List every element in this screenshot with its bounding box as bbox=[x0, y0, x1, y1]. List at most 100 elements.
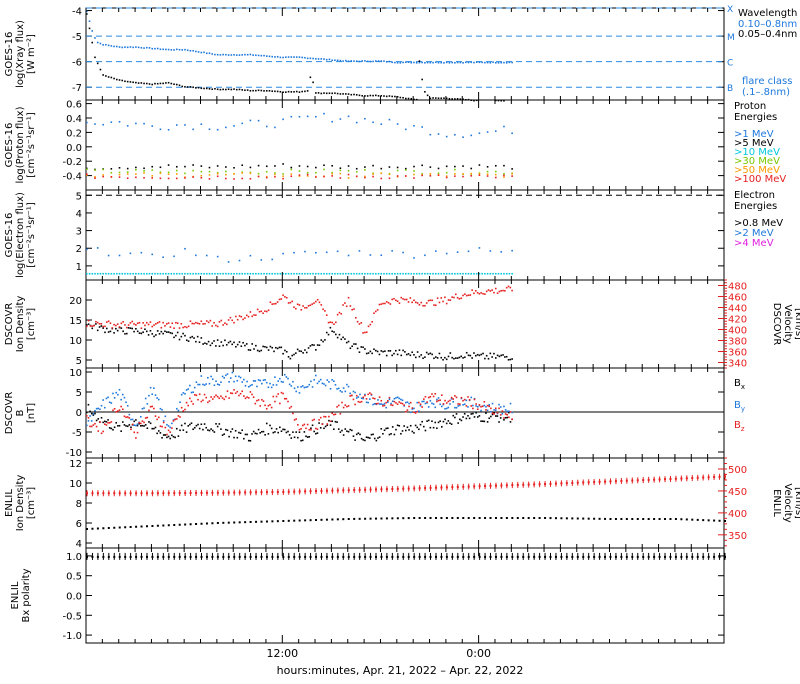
data-point bbox=[440, 297, 443, 299]
data-point bbox=[486, 175, 489, 177]
data-point bbox=[213, 431, 216, 433]
data-point bbox=[360, 346, 363, 348]
data-point bbox=[180, 335, 183, 338]
data-point bbox=[173, 336, 175, 339]
legend-entry-electron: Energies bbox=[734, 201, 777, 212]
data-point bbox=[292, 412, 294, 415]
data-point bbox=[191, 335, 194, 338]
data-point bbox=[360, 437, 363, 440]
data-point bbox=[159, 177, 162, 180]
data-point bbox=[295, 56, 298, 58]
data-point bbox=[440, 394, 443, 396]
data-point bbox=[96, 272, 99, 275]
data-point bbox=[257, 399, 260, 401]
data-point bbox=[144, 424, 147, 426]
data-point bbox=[120, 322, 123, 325]
data-point bbox=[664, 518, 667, 520]
data-point bbox=[260, 310, 263, 313]
data-point bbox=[365, 352, 368, 355]
data-point bbox=[388, 173, 391, 176]
data-point bbox=[470, 413, 473, 415]
data-point bbox=[236, 343, 239, 346]
data-point bbox=[109, 330, 112, 333]
data-point bbox=[160, 330, 163, 333]
data-point bbox=[470, 396, 473, 399]
data-point bbox=[315, 115, 317, 118]
data-point bbox=[331, 172, 333, 175]
data-point bbox=[387, 427, 389, 430]
data-point bbox=[432, 426, 435, 429]
data-point bbox=[315, 171, 317, 174]
data-point bbox=[346, 383, 348, 386]
data-point bbox=[437, 174, 440, 176]
y-tick-label-enlil_density: 8 bbox=[76, 499, 82, 510]
data-point bbox=[184, 392, 186, 395]
data-point bbox=[319, 416, 322, 419]
data-point bbox=[316, 298, 319, 301]
data-point bbox=[351, 308, 353, 311]
data-point bbox=[323, 168, 325, 171]
data-point bbox=[504, 413, 507, 415]
data-point bbox=[126, 272, 129, 275]
data-point bbox=[413, 353, 415, 356]
data-point bbox=[251, 315, 254, 318]
data-point bbox=[156, 47, 159, 50]
data-point bbox=[197, 383, 199, 386]
data-point bbox=[494, 272, 497, 275]
data-point bbox=[193, 337, 195, 339]
data-point bbox=[473, 272, 475, 275]
data-point bbox=[456, 296, 459, 299]
data-point bbox=[508, 272, 511, 275]
data-point bbox=[256, 349, 259, 352]
data-point bbox=[342, 434, 345, 436]
data-point bbox=[256, 399, 258, 402]
data-point bbox=[320, 339, 323, 341]
data-point bbox=[432, 272, 434, 275]
data-point bbox=[473, 61, 475, 64]
data-point bbox=[241, 54, 244, 56]
data-point bbox=[227, 54, 230, 56]
data-point bbox=[427, 406, 430, 408]
data-point bbox=[653, 518, 656, 520]
data-point bbox=[696, 518, 699, 521]
data-point bbox=[411, 301, 413, 304]
data-point bbox=[195, 424, 198, 427]
data-point bbox=[268, 90, 271, 92]
data-point bbox=[211, 522, 214, 525]
data-point bbox=[277, 380, 279, 382]
series-electron-blue bbox=[86, 247, 513, 263]
data-point bbox=[247, 349, 250, 351]
data-point bbox=[409, 411, 412, 414]
data-point bbox=[197, 86, 200, 89]
data-point bbox=[249, 119, 252, 122]
data-point bbox=[255, 89, 257, 92]
data-point bbox=[229, 340, 232, 343]
data-point bbox=[137, 82, 140, 84]
data-point bbox=[186, 272, 189, 275]
data-point bbox=[480, 405, 482, 408]
data-point bbox=[274, 175, 276, 178]
data-point bbox=[372, 403, 374, 406]
data-point bbox=[135, 173, 137, 175]
data-point bbox=[257, 89, 260, 92]
data-point bbox=[647, 518, 650, 520]
data-point bbox=[94, 175, 96, 178]
data-point bbox=[135, 81, 137, 84]
data-point bbox=[377, 399, 379, 401]
data-point bbox=[244, 53, 246, 56]
data-point bbox=[238, 272, 241, 275]
data-point bbox=[192, 128, 194, 131]
data-point bbox=[411, 407, 414, 409]
data-point bbox=[431, 353, 433, 356]
data-point bbox=[458, 403, 461, 405]
data-point bbox=[331, 165, 333, 167]
data-point bbox=[433, 357, 435, 360]
data-point bbox=[165, 48, 167, 51]
data-point bbox=[282, 392, 284, 395]
data-point bbox=[274, 90, 276, 93]
data-point bbox=[131, 320, 134, 323]
data-point bbox=[462, 399, 464, 402]
data-point bbox=[295, 390, 297, 393]
data-point bbox=[500, 61, 503, 64]
data-point bbox=[135, 166, 137, 169]
